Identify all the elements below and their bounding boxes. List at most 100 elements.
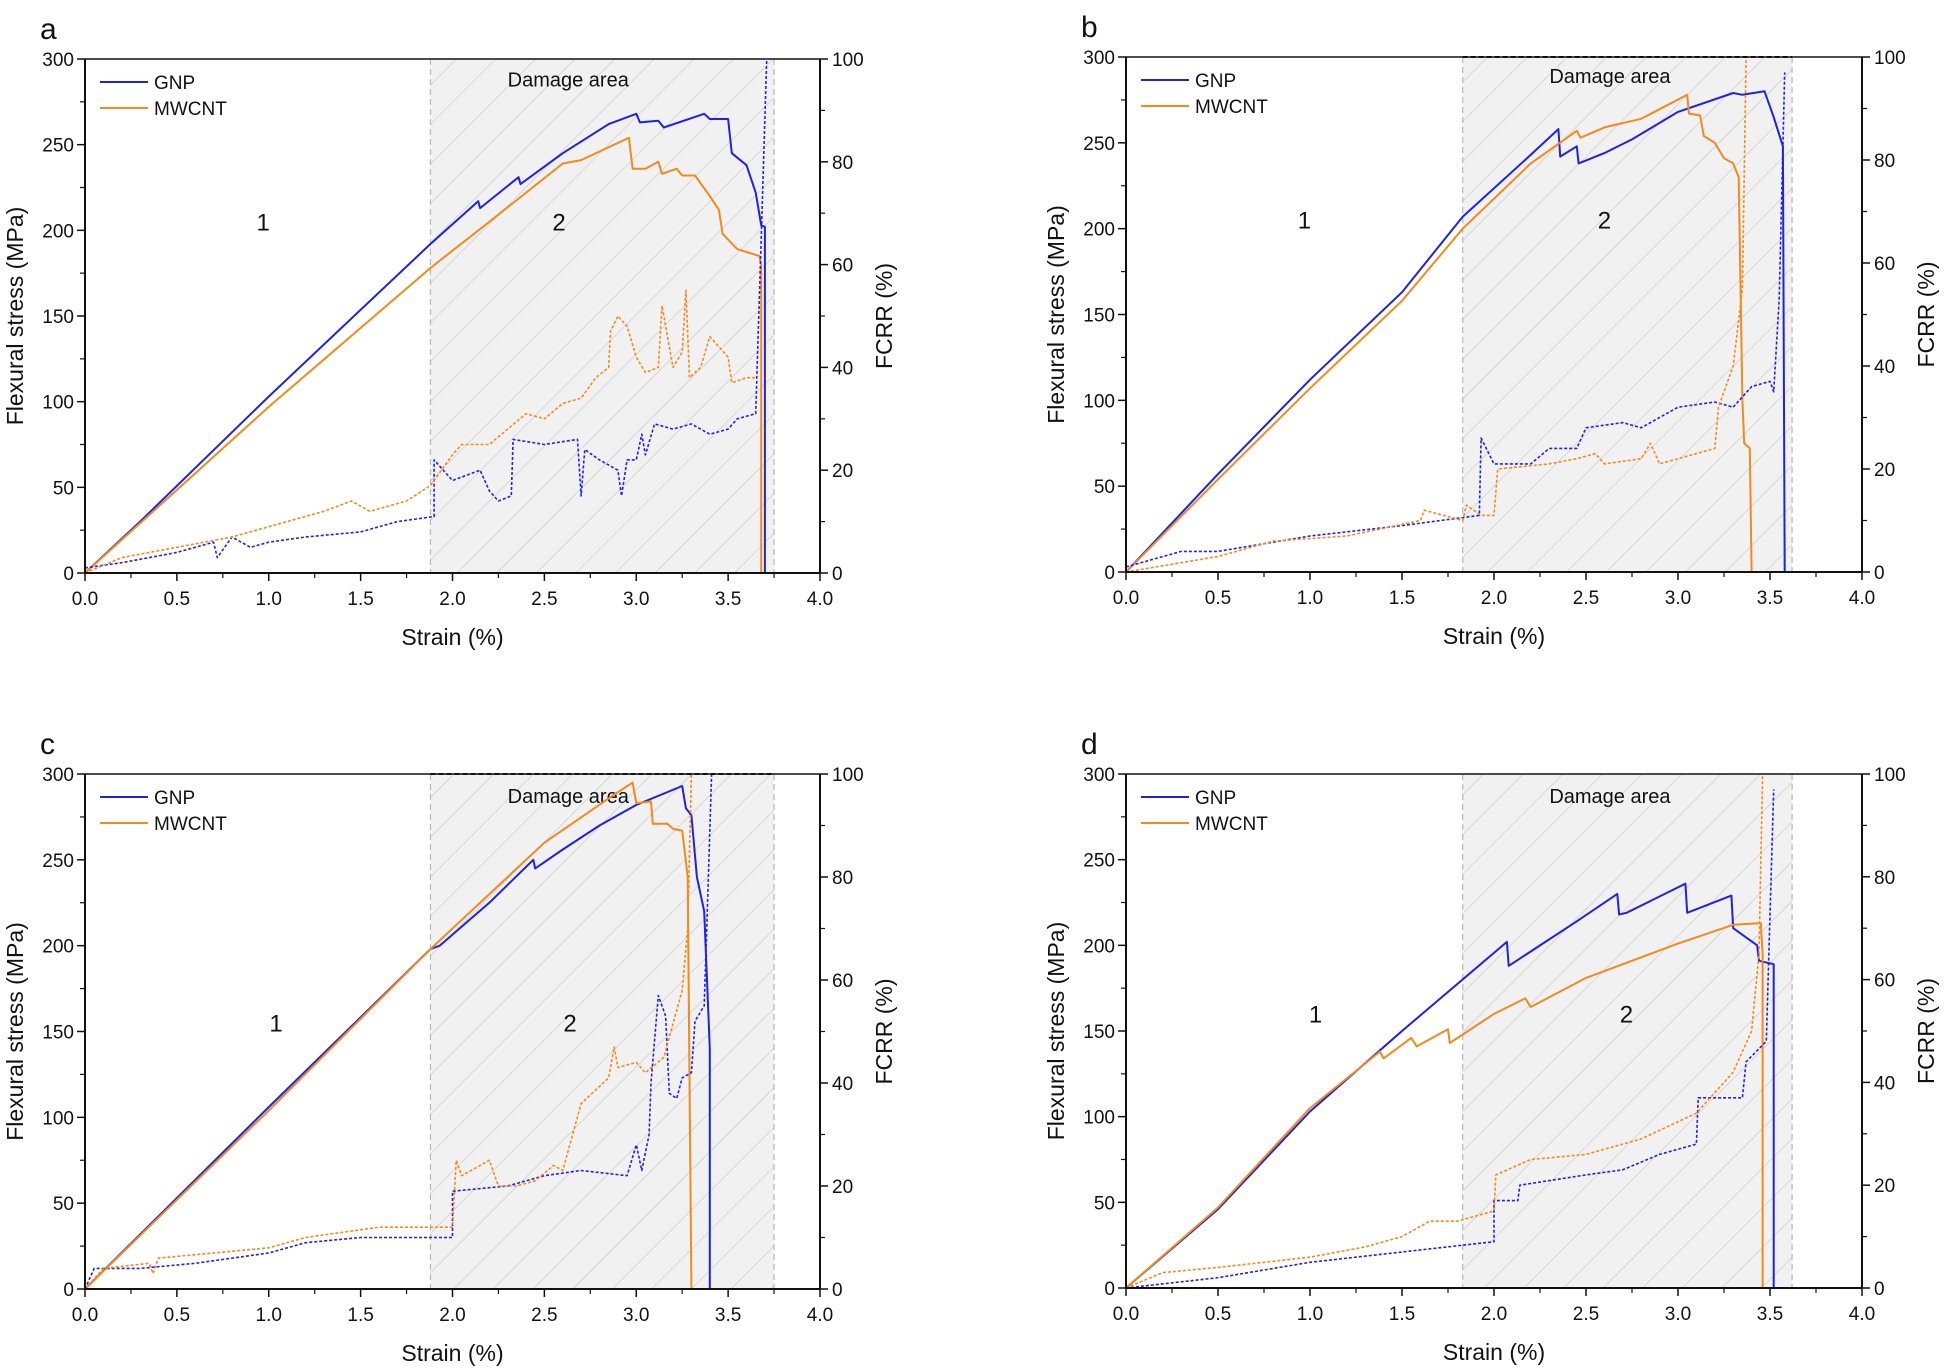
region-label: 2 [1620,1001,1633,1028]
y-tick-label: 150 [1083,306,1115,327]
legend: GNP MWCNT [1141,71,1268,118]
series-gnp-stress [84,112,766,574]
x-tick-label: 4.0 [807,1305,833,1326]
y-axis-label: Flexural stress (MPa) [1043,922,1069,1141]
y-tick-label: 50 [53,478,74,499]
x-tick-label: 3.0 [1665,1304,1691,1325]
x-tick-label: 2.0 [439,1305,465,1326]
x-tick-label: 1.0 [1297,588,1323,609]
x-tick-label: 0.5 [1205,1304,1231,1325]
x-tick-label: 0.0 [1113,588,1139,609]
x-tick-label: 0.0 [1113,1304,1139,1325]
legend-label: GNP [1195,71,1236,92]
y2-tick-label: 20 [832,461,853,482]
y-tick-label: 100 [42,1108,74,1129]
y2-tick-label: 100 [1874,765,1906,786]
x-tick-label: 1.0 [256,589,282,610]
y2-tick-label: 0 [832,564,843,585]
y2-tick-label: 100 [832,765,864,786]
y2-tick-label: 100 [832,50,864,71]
y2-tick-label: 40 [832,358,853,379]
x-tick-label: 2.5 [1573,588,1599,609]
legend-label: MWCNT [154,99,227,120]
y2-tick-label: 0 [832,1280,843,1301]
y-tick-label: 200 [42,221,74,242]
region-label: 1 [269,1011,282,1038]
damage-area [430,59,775,573]
legend-label: GNP [154,73,195,94]
x-tick-label: 1.0 [1297,1304,1323,1325]
y-tick-label: 150 [1083,1022,1115,1043]
x-tick-label: 1.5 [1389,1304,1415,1325]
y2-tick-label: 60 [832,971,853,992]
y2-tick-label: 40 [1874,357,1895,378]
x-tick-label: 3.0 [1665,588,1691,609]
x-tick-label: 2.0 [1481,588,1507,609]
x-axis-label: Strain (%) [1443,1339,1545,1365]
x-tick-label: 3.5 [1757,1304,1783,1325]
series-mwcnt-fcrr [1125,773,1764,1289]
region-label: 2 [1598,208,1611,235]
y2-tick-label: 40 [832,1074,853,1095]
x-tick-label: 2.5 [531,589,557,610]
x-tick-label: 1.5 [347,589,373,610]
panel-letter: c [40,728,55,761]
damage-area [1462,774,1793,1288]
legend-label: MWCNT [1195,97,1268,118]
y2-tick-label: 80 [1874,868,1895,889]
y-tick-label: 100 [1083,1108,1115,1129]
x-tick-label: 2.5 [531,1305,557,1326]
y-tick-label: 200 [1083,220,1115,241]
region-label: 2 [552,209,565,236]
x-tick-label: 3.5 [715,1305,741,1326]
y2-axis-label: FCRR (%) [1913,978,1939,1084]
legend: GNP MWCNT [100,73,227,120]
y-tick-label: 300 [42,50,74,71]
panel-b: b Damage area 1 2 0.0 0.5 1.0 1.5 2.0 2.5 3.0 3.5 4.… [1043,11,1939,649]
y2-tick-label: 80 [832,153,853,174]
y-tick-label: 250 [1083,851,1115,872]
panel-letter: a [40,13,57,46]
y-axis-label: Flexural stress (MPa) [2,922,28,1141]
y-tick-label: 300 [1083,48,1115,69]
legend: GNP MWCNT [100,788,227,835]
series-gnp-stress [1125,90,1786,573]
y2-tick-label: 80 [1874,151,1895,172]
x-tick-label: 1.5 [1389,588,1415,609]
y-tick-label: 150 [42,307,74,328]
x-tick-label: 3.5 [1757,588,1783,609]
x-tick-label: 3.5 [715,589,741,610]
y-tick-label: 250 [42,136,74,157]
series-mwcnt-stress [84,136,763,574]
x-tick-label: 2.5 [1573,1304,1599,1325]
region-label: 2 [563,1011,576,1038]
damage-area-label: Damage area [1549,66,1671,88]
series-mwcnt-stress [84,781,693,1290]
y2-tick-label: 0 [1874,563,1885,584]
series-gnp-stress [1125,882,1775,1289]
y-tick-label: 300 [42,765,74,786]
y2-axis-label: FCRR (%) [871,978,897,1084]
y2-tick-label: 80 [832,868,853,889]
y-tick-label: 0 [63,1280,74,1301]
panel-letter: d [1081,728,1098,761]
damage-area-label: Damage area [508,69,630,91]
y-tick-label: 0 [63,564,74,585]
series-gnp-fcrr [84,773,713,1290]
x-axis-label: Strain (%) [1443,623,1545,649]
x-tick-label: 0.5 [1205,588,1231,609]
y-axis-label: Flexural stress (MPa) [1043,205,1069,424]
series-gnp-fcrr [1125,789,1775,1289]
y2-tick-label: 60 [1874,971,1895,992]
x-tick-label: 4.0 [1849,588,1875,609]
y2-tick-label: 20 [832,1177,853,1198]
y-tick-label: 50 [53,1194,74,1215]
series-mwcnt-fcrr [84,289,758,574]
y2-tick-label: 100 [1874,48,1906,69]
damage-area-label: Damage area [1549,786,1671,808]
x-tick-label: 0.5 [164,589,190,610]
panel-a: a Damage area 1 2 0.0 0.5 1.0 1.5 2.0 2.5 3.0 3.5 4.… [2,13,897,650]
series-gnp-fcrr [84,58,768,569]
panel-d: d Damage area 1 2 0.0 0.5 1.0 1.5 2.0 2.5 3.0 3.5 4.… [1043,728,1939,1365]
